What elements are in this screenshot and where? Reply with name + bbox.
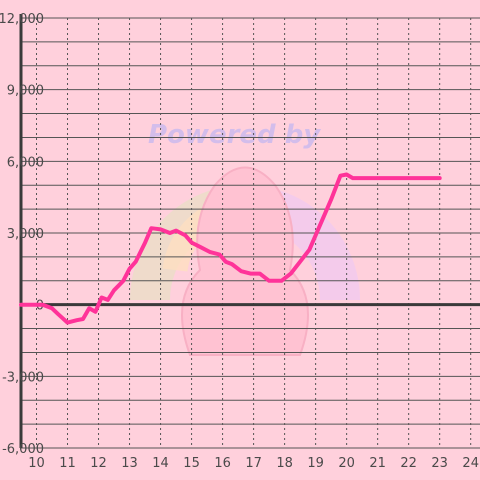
- y-tick-label: -6,000: [2, 442, 44, 457]
- x-tick-label: 15: [183, 456, 200, 471]
- y-tick-label: 9,000: [7, 84, 44, 99]
- x-tick-label: 18: [276, 456, 293, 471]
- x-tick-labels: 10 11 12 13 14 15 16 17 18 19 20 21 22 23 24: [28, 456, 479, 471]
- x-tick-label: 23: [431, 456, 448, 471]
- x-tick-label: 20: [338, 456, 355, 471]
- x-tick-label: 11: [59, 456, 76, 471]
- x-tick-label: 14: [152, 456, 169, 471]
- series-line: [19, 172, 442, 325]
- x-tick-label: 13: [121, 456, 138, 471]
- x-tick-label: 24: [462, 456, 479, 471]
- x-tick-label: 19: [307, 456, 324, 471]
- series-group: [19, 172, 442, 325]
- x-tick-label: 12: [90, 456, 107, 471]
- y-tick-label: 3,000: [7, 227, 44, 242]
- grid: [21, 17, 480, 449]
- watermark: Powered by: [130, 120, 360, 356]
- x-tick-label: 10: [28, 456, 45, 471]
- watermark-figure: [181, 166, 309, 356]
- watermark-text: Powered by: [148, 120, 321, 150]
- x-tick-label: 22: [400, 456, 417, 471]
- y-tick-label: -3,000: [2, 370, 44, 385]
- x-tick-label: 21: [369, 456, 386, 471]
- y-tick-label: 12,000: [0, 12, 44, 27]
- x-tick-label: 17: [245, 456, 262, 471]
- y-tick-label: 6,000: [7, 155, 44, 170]
- x-tick-label: 16: [214, 456, 231, 471]
